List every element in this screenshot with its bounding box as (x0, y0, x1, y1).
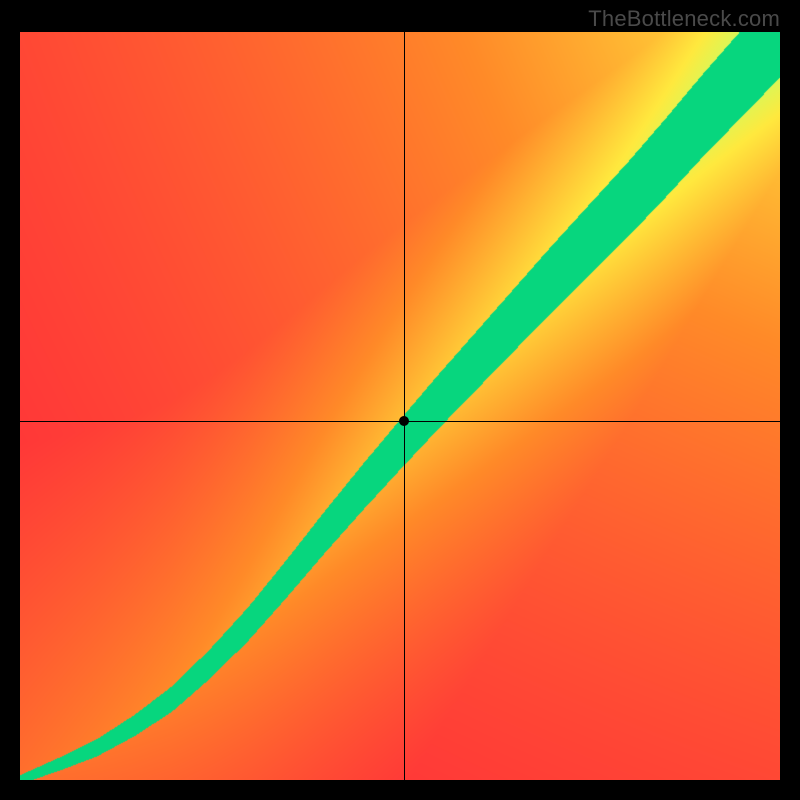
heatmap-canvas (20, 32, 780, 780)
crosshair-marker-dot (399, 416, 409, 426)
heatmap-plot (20, 32, 780, 780)
watermark-text: TheBottleneck.com (588, 6, 780, 32)
crosshair-vertical (404, 32, 405, 780)
